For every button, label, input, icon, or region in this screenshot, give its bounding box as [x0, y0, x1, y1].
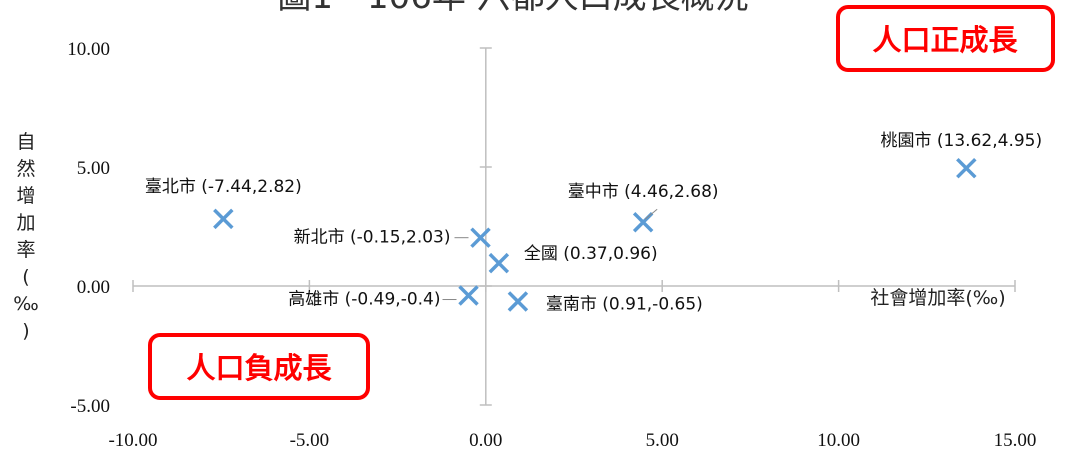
data-point — [488, 252, 510, 274]
data-label: 全國 (0.37,0.96) — [524, 244, 658, 264]
chart-title: 圖1 106年 六都人口成長概況 — [277, 0, 748, 17]
data-label: 桃園市 (13.62,4.95) — [881, 131, 1043, 151]
x-tick-label: -10.00 — [108, 430, 157, 451]
annotation-box — [148, 333, 370, 400]
data-labels: 臺北市 (-7.44,2.82) 新北市 (-0.15,2.03) 全國 (0.37… — [145, 131, 1042, 314]
annotation-box — [836, 5, 1055, 72]
y-tick-label: 5.00 — [77, 158, 110, 179]
y-tick-labels: -5.00 0.00 5.00 10.00 — [67, 39, 110, 417]
data-label: 臺中市 (4.46,2.68) — [568, 182, 719, 202]
data-point — [458, 285, 479, 306]
data-label: 臺北市 (-7.44,2.82) — [145, 177, 302, 197]
data-label: 高雄市 (-0.49,-0.4) — [288, 290, 440, 310]
x-axis-title: 社會增加率(‰) — [870, 287, 1005, 309]
axes — [132, 47, 1016, 406]
annotation-positive-growth: 人口正成長 — [836, 5, 1055, 72]
data-point — [470, 227, 491, 248]
y-axis-title: 自然增加率(‰) — [13, 131, 39, 342]
data-point — [213, 208, 234, 230]
annotation-positive-text: 人口正成長 — [872, 23, 1018, 57]
x-tick-labels: -10.00 -5.00 0.00 5.00 10.00 15.00 — [108, 430, 1036, 451]
x-tick-label: 5.00 — [646, 430, 679, 451]
annotation-negative-text: 人口負成長 — [186, 351, 332, 385]
data-label: 新北市 (-0.15,2.03) — [294, 228, 451, 248]
x-tick-label: 10.00 — [817, 430, 860, 451]
annotation-negative-growth: 人口負成長 — [148, 333, 370, 400]
data-points — [213, 157, 977, 312]
x-tick-label: -5.00 — [290, 430, 330, 451]
leader-line — [644, 208, 658, 220]
x-tick-label: 0.00 — [469, 430, 502, 451]
x-tick-label: 15.00 — [994, 430, 1037, 451]
data-point — [956, 157, 977, 179]
y-tick-label: 0.00 — [77, 277, 110, 298]
y-tick-label: 10.00 — [67, 39, 110, 60]
data-point — [507, 291, 529, 312]
y-tick-label: -5.00 — [70, 396, 110, 417]
data-label: 臺南市 (0.91,-0.65) — [546, 294, 703, 314]
